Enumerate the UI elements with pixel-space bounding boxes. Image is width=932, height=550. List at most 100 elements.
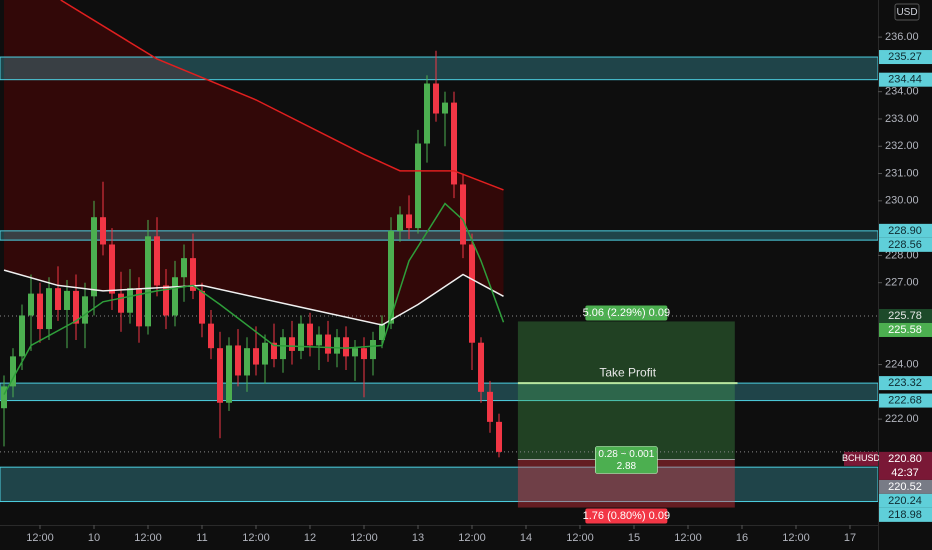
y-tick-label: 231.00 <box>885 167 919 179</box>
candle-body <box>55 288 62 310</box>
candle-body <box>325 334 332 354</box>
zone <box>0 466 879 503</box>
axis-price-label: 225.58 <box>888 324 922 336</box>
currency-label: USD <box>896 7 917 18</box>
x-tick-label: 12:00 <box>350 532 378 544</box>
candle-body <box>370 339 377 360</box>
axis-price-box <box>879 493 932 508</box>
symbol-label: BCHUSD <box>842 453 881 463</box>
take-profit-label: Take Profit <box>599 365 656 379</box>
candle-body <box>352 348 359 357</box>
axis-price-label: 234.44 <box>888 74 922 86</box>
y-tick-label: 230.00 <box>885 195 919 207</box>
axis-price-label: 218.98 <box>888 509 922 521</box>
candle-body <box>127 288 134 313</box>
y-tick-label: 224.00 <box>885 358 919 370</box>
axis-price-box <box>879 223 932 238</box>
candle-body <box>298 323 305 351</box>
candle-body <box>208 323 215 349</box>
candle-body <box>163 285 170 316</box>
x-tick-label: 12:00 <box>458 532 486 544</box>
zone <box>0 382 879 402</box>
candle-body <box>334 337 341 354</box>
candle-body <box>82 296 89 324</box>
zone <box>0 56 879 81</box>
candle-body <box>316 334 323 346</box>
axis-price-box <box>879 479 932 494</box>
candle-body <box>136 288 143 327</box>
x-tick-label: 12:00 <box>566 532 594 544</box>
axis-price-label: 228.90 <box>888 225 922 237</box>
zone <box>0 230 879 241</box>
axis-price-label: 222.68 <box>888 394 922 406</box>
candle-body <box>307 323 314 346</box>
candle-body <box>253 348 260 365</box>
x-tick-label: 12:00 <box>242 532 270 544</box>
target-label: 5.06 (2.29%) 0.09 <box>583 307 670 319</box>
x-tick-label: 14 <box>520 532 532 544</box>
ratio-box <box>595 446 658 474</box>
candle-body <box>343 337 350 357</box>
candle-body <box>235 345 242 376</box>
candle-body <box>199 290 206 324</box>
candle-body <box>145 236 152 327</box>
candle-body <box>388 230 395 324</box>
candle-body <box>118 293 125 313</box>
axis-price-box <box>879 393 932 408</box>
candle-body <box>460 184 467 245</box>
countdown-label: 42:37 <box>891 467 919 479</box>
x-tick-label: 12:00 <box>782 532 810 544</box>
candle-body <box>379 323 386 340</box>
ratio-label: 0.28 ~ 0.001 <box>598 449 654 460</box>
candle-body <box>289 337 296 351</box>
candle-body <box>172 277 179 316</box>
axis-price-box <box>879 72 932 87</box>
candle-body <box>433 83 440 114</box>
candle-body <box>415 143 422 229</box>
y-tick-label: 234.00 <box>885 86 919 98</box>
y-tick-label: 227.00 <box>885 277 919 289</box>
x-tick-label: 12:00 <box>26 532 54 544</box>
moving-average <box>3 269 504 326</box>
y-tick-label: 232.00 <box>885 140 919 152</box>
candle-body <box>406 214 413 229</box>
candle-body <box>217 348 224 403</box>
candle-body <box>28 293 35 316</box>
x-tick-label: 15 <box>628 532 640 544</box>
x-tick-label: 13 <box>412 532 424 544</box>
x-tick-label: 16 <box>736 532 748 544</box>
moving-average <box>3 202 505 395</box>
current-price-box <box>879 451 932 480</box>
symbol-label-box <box>844 451 878 466</box>
target-label-box <box>585 305 668 321</box>
candle-body <box>478 342 485 392</box>
y-tick-label: 233.00 <box>885 113 919 125</box>
candle-body <box>496 421 503 452</box>
candle-body <box>37 293 44 330</box>
x-tick-label: 12:00 <box>674 532 702 544</box>
axis-price-box <box>879 50 932 65</box>
candle-body <box>226 345 233 403</box>
candle-body <box>280 337 287 360</box>
candle-body <box>1 386 8 409</box>
candle-body <box>73 290 80 324</box>
axis-price-box <box>879 376 932 391</box>
candle-body <box>469 244 476 343</box>
x-tick-label: 10 <box>88 532 100 544</box>
candle-body <box>397 214 404 231</box>
axis-price-label: 223.32 <box>888 377 922 389</box>
x-tick-label: 12:00 <box>134 532 162 544</box>
axis-price-box <box>879 507 932 522</box>
candle-body <box>442 102 449 114</box>
moving-average <box>60 0 504 191</box>
candle-body <box>487 391 494 422</box>
candle-body <box>244 348 251 376</box>
axis-price-label: 228.56 <box>888 239 922 251</box>
axis-price-label: 220.52 <box>888 481 922 493</box>
candle-body <box>361 348 368 360</box>
candle-body <box>451 102 458 185</box>
axis-price-box <box>879 237 932 252</box>
candle-body <box>109 244 116 294</box>
